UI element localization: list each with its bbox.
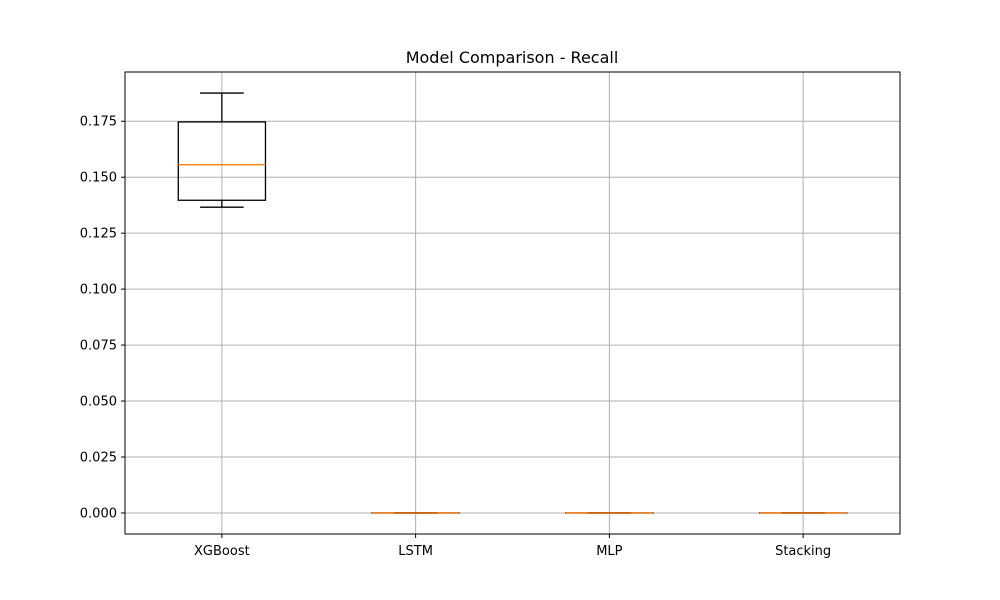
x-tick-label: LSTM — [398, 544, 433, 559]
x-tick-label: Stacking — [775, 544, 831, 559]
x-axis: XGBoost LSTM MLP Stacking — [194, 534, 831, 559]
y-tick-label: 0.100 — [80, 283, 117, 298]
plot-frame — [124, 71, 901, 535]
y-tick-label: 0.025 — [80, 451, 117, 466]
y-axis: 0.000 0.025 0.050 0.075 0.100 0.125 0.150 0.175 — [80, 115, 125, 521]
box-body — [177, 121, 267, 201]
y-tick-label: 0.175 — [80, 115, 117, 130]
x-tick-label: MLP — [596, 544, 622, 559]
box-xgboost — [177, 92, 267, 208]
y-tick-label: 0.050 — [80, 395, 117, 410]
y-tick-label: 0.075 — [80, 339, 117, 354]
grid — [125, 72, 900, 534]
y-tick-label: 0.150 — [80, 171, 117, 186]
boxes — [177, 92, 848, 514]
chart-title: Model Comparison - Recall — [406, 48, 619, 67]
y-tick-label: 0.125 — [80, 227, 117, 242]
x-tick-label: XGBoost — [194, 544, 250, 559]
y-tick-label: 0.000 — [80, 506, 117, 521]
